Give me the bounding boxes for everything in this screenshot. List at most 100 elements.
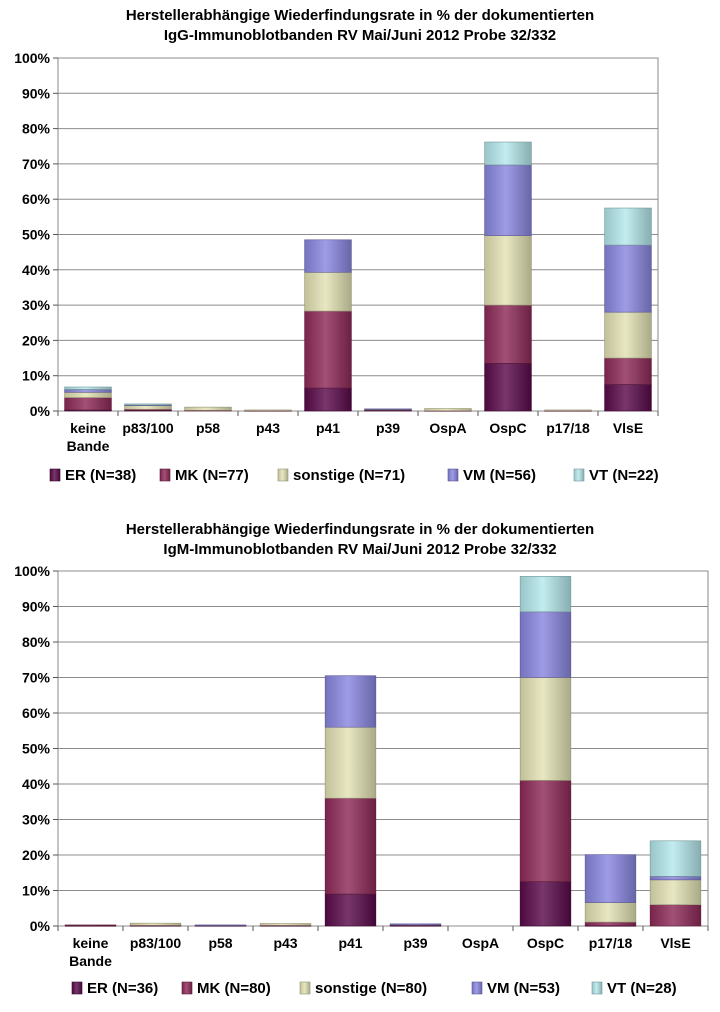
legend-label: MK (N=77): [175, 467, 249, 484]
x-tick-label-line: Bande: [67, 438, 110, 454]
x-tick-label: OspC: [489, 420, 526, 436]
x-tick-label-line: p83/100: [122, 420, 174, 436]
chart-title: Herstellerabhängige Wiederfindungsrate i…: [126, 521, 594, 538]
x-tick-label: p43: [273, 935, 297, 951]
y-tick-label: 0%: [30, 918, 51, 934]
bar-segment: [244, 409, 292, 411]
x-tick-label-line: p39: [376, 420, 400, 436]
legend-swatch: [573, 468, 585, 482]
bar-segment: [389, 923, 442, 926]
igm-chart: Herstellerabhängige Wiederfindungsrate i…: [0, 512, 720, 1012]
bar-segment: [304, 239, 352, 273]
bar-segment: [64, 391, 112, 398]
x-tick-label: p17/18: [589, 935, 633, 951]
y-tick-label: 20%: [22, 847, 51, 863]
y-tick-label: 100%: [14, 50, 50, 66]
bar-segment: [584, 921, 637, 926]
bar-segment: [519, 576, 572, 613]
bar-segment: [304, 387, 352, 412]
bar-segment: [324, 675, 377, 728]
x-tick-label-line: p39: [403, 935, 427, 951]
x-tick-label: p58: [196, 420, 220, 436]
x-tick-label: VlsE: [613, 420, 643, 436]
legend-label: VM (N=53): [487, 980, 560, 997]
y-tick-label: 30%: [22, 812, 51, 828]
legend-label: sonstige (N=80): [315, 980, 427, 997]
x-tick-label: p17/18: [546, 420, 590, 436]
legend-label: ER (N=38): [65, 467, 136, 484]
y-tick-label: 40%: [22, 262, 51, 278]
bar-segment: [484, 235, 532, 306]
y-tick-label: 90%: [22, 599, 51, 615]
bar-segment: [424, 408, 472, 411]
legend-label: VM (N=56): [463, 467, 536, 484]
x-tick-label: OspA: [429, 420, 466, 436]
igm-chart-svg: Herstellerabhängige Wiederfindungsrate i…: [14, 521, 709, 997]
x-tick-label: p39: [376, 420, 400, 436]
bar-segment: [604, 384, 652, 412]
x-tick-label: p39: [403, 935, 427, 951]
bar-segment: [364, 408, 412, 410]
bar-segment: [604, 311, 652, 359]
bar-segment: [544, 409, 592, 411]
x-tick-label: VlsE: [660, 935, 690, 951]
x-tick-label-line: p17/18: [546, 420, 590, 436]
legend-swatch: [181, 981, 193, 995]
y-tick-label: 50%: [22, 741, 51, 757]
bar-segment: [649, 904, 702, 927]
x-tick-label-line: OspA: [462, 935, 499, 951]
bar-segment: [259, 923, 312, 926]
bar-segment: [604, 357, 652, 385]
y-tick-label: 70%: [22, 670, 51, 686]
legend-swatch: [447, 468, 459, 482]
bar-segment: [184, 406, 232, 411]
bar-segment: [484, 164, 532, 236]
bar-segment: [649, 879, 702, 906]
bar-segment: [604, 244, 652, 313]
x-tick-label-line: OspC: [527, 935, 564, 951]
x-tick-label-line: p83/100: [130, 935, 182, 951]
bar-segment: [519, 780, 572, 882]
x-tick-label: p41: [338, 935, 362, 951]
bar-segment: [304, 310, 352, 389]
bar-segment: [519, 881, 572, 927]
x-tick-label-line: keine: [73, 935, 109, 951]
igg-chart-svg: Herstellerabhängige Wiederfindungsrate i…: [14, 7, 658, 484]
x-tick-label: keine Bande: [69, 935, 112, 969]
y-tick-label: 100%: [14, 563, 50, 579]
x-tick-label-line: OspC: [489, 420, 526, 436]
x-tick-label-line: p43: [273, 935, 297, 951]
x-tick-label: p83/100: [130, 935, 182, 951]
x-tick-label: keine Bande: [67, 420, 110, 454]
y-tick-label: 50%: [22, 227, 51, 243]
bar-segment: [64, 386, 112, 390]
bar-segment: [484, 141, 532, 166]
bar-segment: [649, 875, 702, 881]
y-tick-label: 0%: [30, 403, 51, 419]
bar-segment: [604, 207, 652, 246]
legend-swatch: [71, 981, 83, 995]
x-tick-label-line: p41: [316, 420, 340, 436]
x-tick-label-line: VlsE: [660, 935, 690, 951]
legend-swatch: [471, 981, 483, 995]
x-tick-label: p58: [208, 935, 232, 951]
y-tick-label: 90%: [22, 85, 51, 101]
x-tick-label-line: p17/18: [589, 935, 633, 951]
bar-segment: [584, 854, 637, 903]
bar-segment: [649, 840, 702, 877]
x-tick-label-line: keine: [70, 420, 106, 436]
legend-label: ER (N=36): [87, 980, 158, 997]
legend-label: sonstige (N=71): [293, 467, 405, 484]
bar-segment: [124, 403, 172, 406]
bar-segment: [484, 363, 532, 412]
x-tick-label-line: Bande: [69, 953, 112, 969]
legend-label: MK (N=80): [197, 980, 271, 997]
x-tick-label-line: VlsE: [613, 420, 643, 436]
bar-segment: [324, 797, 377, 895]
bar-segment: [304, 271, 352, 312]
bar-segment: [519, 677, 572, 781]
x-tick-label: OspA: [462, 935, 499, 951]
legend-swatch: [591, 981, 603, 995]
chart-subtitle: IgG-Immunoblotbanden RV Mai/Juni 2012 Pr…: [164, 27, 556, 44]
x-tick-label: p43: [256, 420, 280, 436]
